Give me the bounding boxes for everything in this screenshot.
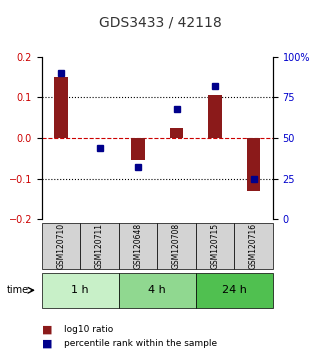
Text: GSM120708: GSM120708	[172, 223, 181, 269]
Text: log10 ratio: log10 ratio	[64, 325, 113, 334]
Text: GDS3433 / 42118: GDS3433 / 42118	[99, 16, 222, 30]
Bar	[54, 77, 68, 138]
Text: ■: ■	[42, 338, 52, 348]
Text: percentile rank within the sample: percentile rank within the sample	[64, 339, 217, 348]
Text: 24 h: 24 h	[222, 285, 247, 295]
Text: 4 h: 4 h	[148, 285, 166, 295]
Bar	[131, 138, 145, 160]
Text: GSM120716: GSM120716	[249, 223, 258, 269]
Text: ■: ■	[42, 324, 52, 334]
Text: 1 h: 1 h	[72, 285, 89, 295]
Bar	[208, 95, 222, 138]
Text: GSM120648: GSM120648	[134, 223, 143, 269]
Text: GSM120711: GSM120711	[95, 223, 104, 269]
Text: time: time	[6, 285, 29, 295]
Text: GSM120710: GSM120710	[56, 223, 65, 269]
Bar	[170, 128, 183, 138]
Text: GSM120715: GSM120715	[211, 223, 220, 269]
Bar	[247, 138, 260, 191]
